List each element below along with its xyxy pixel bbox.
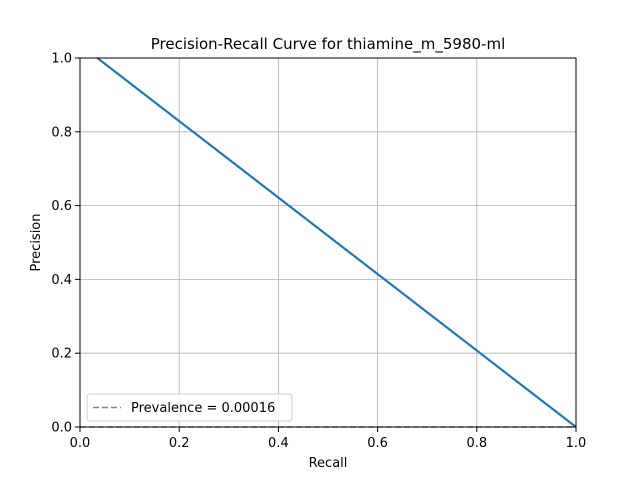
y-tick-label: 0.0 [51,421,72,436]
legend: Prevalence = 0.00016 [86,393,293,422]
x-tick-label: 0.0 [70,436,91,451]
y-axis-label: Precision [29,213,44,271]
x-tick-label: 0.6 [367,436,388,451]
y-tick-label: 0.4 [51,273,72,288]
y-axis-ticks: 0.0 0.2 0.4 0.6 0.8 1.0 [51,52,80,436]
x-axis-label: Recall [309,456,348,471]
grid-lines [79,57,577,428]
x-tick-label: 0.2 [169,436,190,451]
x-tick-label: 1.0 [566,436,587,451]
plot-frame [79,57,577,428]
legend-label-prevalence: Prevalence = 0.00016 [131,401,275,416]
y-tick-label: 0.6 [51,199,72,214]
precision-recall-line [96,57,577,428]
chart-title: Precision-Recall Curve for thiamine_m_59… [151,35,506,54]
legend-box [86,393,293,422]
x-tick-label: 0.4 [268,436,289,451]
x-tick-label: 0.8 [466,436,487,451]
y-tick-label: 0.2 [51,347,72,362]
x-axis-ticks: 0.0 0.2 0.4 0.6 0.8 1.0 [70,427,587,451]
y-tick-label: 1.0 [51,52,72,67]
plot-area [80,58,576,427]
y-tick-label: 0.8 [51,125,72,140]
